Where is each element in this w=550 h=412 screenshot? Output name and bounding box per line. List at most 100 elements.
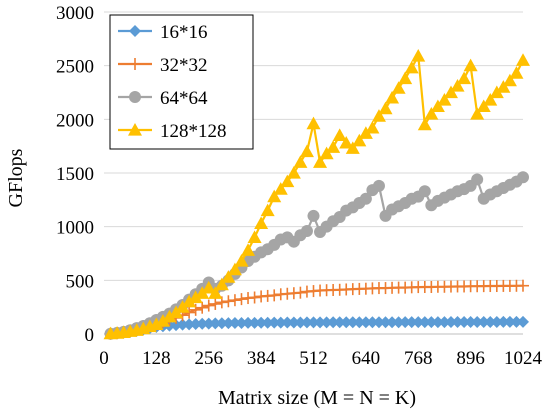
data-point: [392, 316, 405, 329]
legend: 16*16 32*32 64*64 128*128: [109, 14, 254, 150]
data-point: [412, 316, 425, 329]
data-point: [327, 316, 340, 329]
data-point: [182, 294, 197, 308]
data-point: [189, 303, 202, 316]
legend-entry: 128*128: [118, 121, 227, 142]
data-point: [430, 99, 445, 113]
data-point: [319, 146, 334, 160]
y-tick-label: 0: [85, 325, 95, 346]
data-point: [228, 294, 241, 307]
data-point: [418, 316, 431, 329]
data-point: [149, 317, 164, 330]
data-point: [268, 316, 281, 329]
data-point: [176, 318, 189, 331]
data-point: [267, 189, 282, 203]
data-point: [286, 166, 301, 179]
data-point: [411, 49, 426, 62]
data-point: [476, 99, 491, 113]
data-point: [209, 297, 222, 310]
x-tick-label: 768: [404, 348, 433, 369]
data-point: [196, 301, 209, 314]
data-point: [195, 286, 210, 299]
data-point: [294, 316, 307, 329]
data-point: [254, 216, 269, 230]
data-point: [404, 60, 419, 74]
data-point: [248, 291, 261, 304]
y-axis-label: GFlops: [5, 148, 27, 207]
data-point: [371, 109, 386, 122]
data-point: [379, 316, 392, 329]
x-tick-label: 512: [299, 348, 328, 369]
legend-marker: [128, 123, 142, 136]
data-point: [443, 85, 458, 99]
data-point: [299, 144, 314, 158]
data-point: [365, 120, 380, 134]
data-point: [281, 316, 294, 329]
x-tick-label: 0: [99, 348, 109, 369]
data-point: [247, 230, 262, 243]
data-point: [222, 317, 235, 330]
data-point: [391, 81, 406, 94]
data-point: [273, 182, 288, 195]
data-point: [503, 315, 516, 328]
data-point: [417, 117, 432, 131]
series-128x128: [103, 49, 530, 340]
data-point: [346, 316, 359, 329]
x-tick-label: 1024: [504, 348, 543, 369]
data-point: [227, 262, 242, 276]
y-tick-label: 2500: [56, 57, 94, 78]
data-point: [201, 280, 216, 294]
data-point: [221, 270, 236, 283]
data-point: [509, 66, 524, 79]
data-point: [175, 300, 190, 313]
data-point: [490, 315, 503, 328]
data-point: [183, 318, 196, 331]
data-point: [306, 116, 321, 130]
legend-entry: 16*16: [118, 22, 208, 43]
data-point: [470, 106, 485, 120]
data-point: [268, 289, 281, 302]
data-point: [209, 317, 222, 330]
data-point: [202, 317, 215, 330]
data-point: [497, 315, 510, 328]
y-tick-label: 3000: [56, 3, 94, 24]
data-point: [234, 254, 249, 267]
data-point: [300, 224, 313, 237]
data-point: [261, 316, 274, 329]
data-point: [313, 155, 328, 168]
data-point: [385, 90, 400, 104]
data-point: [483, 93, 498, 106]
data-point: [241, 243, 256, 256]
tick-labels: 0 500 1000 1500 2000 2500 3000 0 128 256 384 512 640…: [56, 3, 543, 369]
data-point: [418, 185, 431, 198]
legend-entry: 32*32: [118, 55, 208, 76]
data-point: [274, 316, 287, 329]
data-point: [477, 315, 490, 328]
y-tick-label: 1500: [56, 164, 94, 185]
data-point: [424, 106, 439, 120]
data-point: [228, 317, 241, 330]
data-point: [438, 316, 451, 329]
series-layer: [103, 49, 530, 340]
x-tick-label: 256: [195, 348, 224, 369]
data-point: [352, 133, 367, 147]
data-point: [398, 71, 413, 85]
data-point: [517, 171, 529, 184]
x-tick-label: 384: [247, 348, 276, 369]
data-point: [242, 316, 255, 329]
data-point: [458, 315, 471, 328]
data-point: [294, 286, 307, 299]
data-point: [431, 316, 444, 329]
data-point: [345, 141, 360, 154]
data-point: [359, 192, 372, 205]
data-point: [340, 316, 353, 329]
data-point: [280, 174, 295, 188]
data-point: [359, 316, 372, 329]
data-point: [489, 85, 504, 99]
data-point: [260, 203, 275, 217]
data-point: [471, 315, 484, 328]
data-point: [169, 305, 184, 319]
data-point: [196, 317, 209, 330]
data-point: [463, 58, 478, 72]
data-point: [235, 316, 248, 329]
